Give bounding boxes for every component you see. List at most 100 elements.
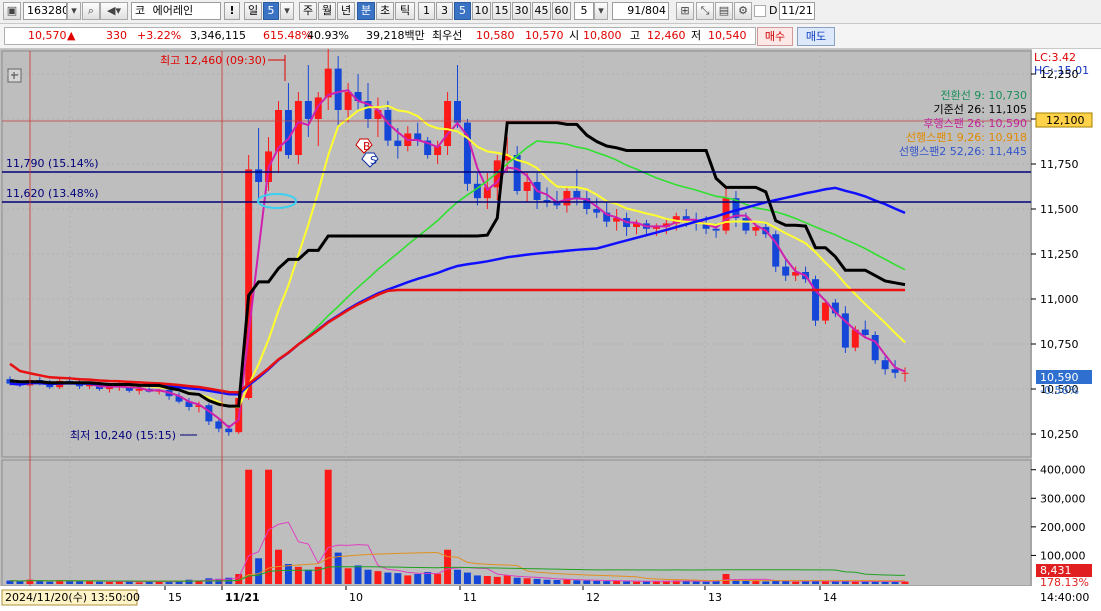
interval-45-button[interactable]: 45 bbox=[532, 2, 551, 20]
buy-signal-marker[interactable]: B bbox=[355, 138, 373, 154]
volume-bar bbox=[613, 580, 621, 584]
time-axis-label: 11 bbox=[463, 591, 477, 604]
volume-bar bbox=[46, 581, 54, 584]
candle-count-field[interactable]: 91/804 bbox=[612, 2, 669, 20]
grid-icon[interactable]: ⊞ bbox=[676, 2, 694, 20]
interval-15-button[interactable]: 15 bbox=[492, 2, 511, 20]
period-month-button[interactable]: 월 bbox=[318, 2, 336, 20]
interval-30-button[interactable]: 30 bbox=[512, 2, 531, 20]
candle-body bbox=[275, 110, 282, 152]
interval-3-button[interactable]: 3 bbox=[436, 2, 453, 20]
hc-label: HC:-15.01 bbox=[1034, 64, 1089, 77]
period-second-button[interactable]: 초 bbox=[376, 2, 394, 20]
volume-bar bbox=[672, 580, 680, 584]
period-tick-button[interactable]: 틱 bbox=[395, 2, 415, 20]
buy-button[interactable]: 매수 bbox=[757, 27, 793, 46]
volume-bar bbox=[135, 582, 143, 584]
price-change-pct: +3.22% bbox=[137, 29, 182, 42]
stock-name-field[interactable]: 코 에어레인 bbox=[131, 2, 221, 20]
period-dropdown-icon[interactable]: ▾ bbox=[280, 2, 294, 20]
candle-body bbox=[583, 198, 591, 209]
price-axis-labels: 12,25012,00011,75011,50011,25011,00010,7… bbox=[1031, 68, 1079, 441]
gear-icon[interactable]: ⚙ bbox=[734, 2, 752, 20]
volume-bar bbox=[76, 581, 84, 584]
time-axis-label: 11/21 bbox=[225, 591, 260, 604]
candle-total: /804 bbox=[641, 4, 666, 17]
interval-1-button[interactable]: 1 bbox=[418, 2, 435, 20]
candle-body bbox=[901, 372, 909, 374]
high-price: 12,460 bbox=[647, 29, 686, 42]
period-year-button[interactable]: 년 bbox=[337, 2, 355, 20]
volume-bar bbox=[95, 581, 103, 584]
interval-5-button[interactable]: 5 bbox=[454, 2, 471, 20]
volume-bar bbox=[802, 581, 810, 584]
save-icon[interactable]: ▤ bbox=[715, 2, 733, 20]
candle-body bbox=[523, 182, 531, 191]
volume-bar bbox=[603, 581, 611, 584]
volume-bar bbox=[831, 581, 839, 584]
candle-body bbox=[782, 266, 790, 276]
interval-select[interactable]: 5 bbox=[574, 2, 594, 20]
candle-body bbox=[374, 110, 382, 119]
stock-code-input[interactable]: 163280 bbox=[23, 2, 67, 20]
interval-60-button[interactable]: 60 bbox=[552, 2, 571, 20]
volume-bar bbox=[304, 569, 312, 584]
window-icon[interactable]: ▣ bbox=[3, 2, 21, 20]
ma-magenta-line bbox=[9, 89, 906, 429]
time-axis-panel bbox=[0, 586, 1032, 611]
volume-bar bbox=[881, 581, 889, 584]
volume-bar bbox=[265, 469, 273, 584]
speaker-icon[interactable]: ◀▾ bbox=[100, 2, 128, 20]
date-input[interactable]: 11/21 bbox=[779, 2, 815, 20]
candle-body bbox=[603, 212, 611, 222]
level-line-1-label: 11,790 (15.14%) bbox=[6, 157, 99, 170]
volume-bar bbox=[851, 581, 859, 584]
volume-bar bbox=[56, 580, 64, 584]
price-volume-chart[interactable]: 11,790 (15.14%) 11,620 (13.48%) 최고 12,46… bbox=[0, 49, 1101, 611]
period-week-button[interactable]: 주 bbox=[299, 2, 317, 20]
sell-signal-marker[interactable]: S bbox=[361, 152, 379, 168]
period-num-button[interactable]: 5 bbox=[263, 2, 279, 20]
alert-button[interactable]: ! bbox=[224, 2, 240, 20]
volume-bar bbox=[255, 558, 263, 584]
volume-bar bbox=[503, 575, 511, 584]
candle-body bbox=[493, 160, 501, 188]
volume-bar bbox=[424, 572, 432, 584]
stock-name: 에어레인 bbox=[152, 4, 194, 17]
sell-button[interactable]: 매도 bbox=[797, 27, 835, 46]
volume-bar bbox=[732, 579, 740, 584]
legend-entry: 기준선 26: 11,105 bbox=[933, 103, 1027, 116]
lc-label: LC:3.42 bbox=[1034, 51, 1076, 64]
candle-body bbox=[613, 218, 621, 222]
trade-amount: 39,218백만 bbox=[366, 29, 425, 42]
chart-area[interactable]: 11,790 (15.14%) 11,620 (13.48%) 최고 12,46… bbox=[0, 49, 1101, 611]
interval-dropdown-icon[interactable]: ▾ bbox=[594, 2, 608, 20]
volume-bar bbox=[483, 576, 491, 584]
interval-10-button[interactable]: 10 bbox=[472, 2, 491, 20]
search-icon[interactable]: ⌕ bbox=[82, 2, 100, 20]
volume-bar bbox=[175, 580, 183, 584]
legend-entry: 후행스팬 26: 10,590 bbox=[923, 117, 1027, 130]
date-checkbox[interactable] bbox=[754, 5, 766, 17]
volume-bar bbox=[86, 580, 94, 584]
candle-body bbox=[483, 187, 491, 199]
volume-bar bbox=[642, 581, 650, 584]
best-bid: 10,570 bbox=[525, 29, 564, 42]
period-minute-button[interactable]: 분 bbox=[357, 2, 375, 20]
code-dropdown-icon[interactable]: ▾ bbox=[67, 2, 81, 20]
candle-body bbox=[871, 335, 879, 361]
highlight-ellipse[interactable] bbox=[257, 193, 297, 209]
main-toolbar: ▣ 163280 ▾ ⌕ ◀▾ 코 에어레인 ! 일 5 ▾ 주 월 년 분 초… bbox=[0, 0, 1101, 24]
candle-body bbox=[891, 369, 899, 373]
price-axis-panel bbox=[1032, 49, 1101, 611]
candle-body bbox=[573, 191, 581, 199]
period-day-button[interactable]: 일 bbox=[244, 2, 262, 20]
candle-body bbox=[195, 405, 203, 407]
volume-bar bbox=[344, 568, 352, 584]
candle-body bbox=[284, 110, 292, 155]
volume-bar bbox=[434, 573, 442, 584]
open-price: 10,800 bbox=[583, 29, 622, 42]
volume-bar bbox=[573, 580, 581, 584]
tools-icon[interactable]: ⤡ bbox=[696, 2, 714, 20]
